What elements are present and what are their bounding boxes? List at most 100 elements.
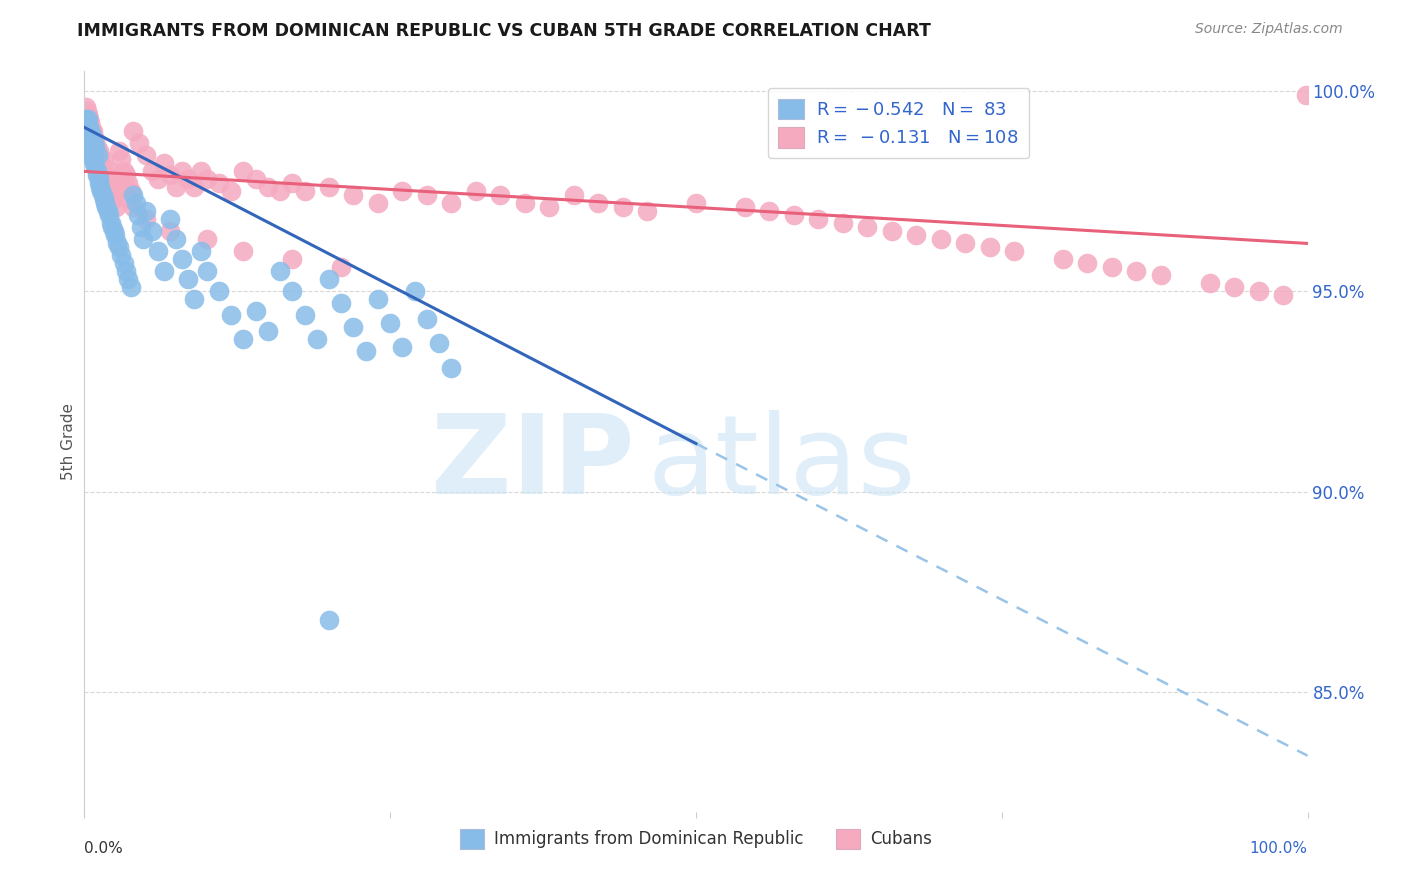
Point [141, 164, 163, 178]
Text: Source: ZipAtlas.com: Source: ZipAtlas.com [1195, 22, 1343, 37]
Point [807, 212, 830, 227]
Point [281, 285, 304, 299]
Point [87, 148, 110, 162]
Point [83, 136, 105, 151]
Point [120, 280, 142, 294]
Point [427, 336, 450, 351]
Point [76, 120, 98, 135]
Point [110, 248, 132, 262]
Point [84, 136, 107, 151]
Point [104, 172, 127, 186]
Point [110, 153, 132, 167]
Point [330, 260, 353, 275]
Point [82, 153, 104, 167]
Point [107, 240, 129, 254]
Point [77, 124, 100, 138]
Point [83, 132, 105, 146]
Point [165, 180, 187, 194]
Point [82, 124, 104, 138]
Point [91, 153, 114, 167]
Point [929, 232, 952, 246]
Point [232, 244, 254, 259]
Point [562, 188, 585, 202]
Point [77, 120, 100, 135]
Point [79, 116, 101, 130]
Point [87, 172, 110, 186]
Point [79, 116, 101, 130]
Point [159, 169, 181, 183]
Point [1295, 88, 1317, 103]
Point [979, 240, 1001, 254]
Point [190, 244, 212, 259]
Point [269, 185, 291, 199]
Point [153, 264, 176, 278]
Point [208, 177, 231, 191]
Point [513, 196, 536, 211]
Point [1125, 264, 1147, 278]
Point [77, 132, 100, 146]
Point [115, 169, 138, 183]
Point [232, 333, 254, 347]
Point [783, 209, 806, 223]
Point [122, 188, 145, 202]
Point [80, 145, 103, 159]
Point [97, 204, 120, 219]
Point [77, 108, 100, 122]
Point [318, 180, 340, 194]
Text: 0.0%: 0.0% [84, 841, 124, 856]
Point [128, 136, 150, 151]
Point [112, 164, 135, 178]
Point [380, 317, 402, 331]
Point [440, 360, 463, 375]
Point [831, 216, 853, 230]
Point [159, 224, 181, 238]
Point [342, 188, 364, 202]
Point [86, 145, 108, 159]
Point [1052, 252, 1074, 267]
Point [159, 212, 181, 227]
Point [122, 201, 145, 215]
Point [294, 185, 316, 199]
Point [115, 193, 138, 207]
Point [107, 145, 129, 159]
Legend: Immigrants from Dominican Republic, Cubans: Immigrants from Dominican Republic, Cuba… [454, 822, 938, 855]
Point [82, 148, 104, 162]
Point [120, 185, 142, 199]
Point [89, 153, 111, 167]
Point [100, 185, 122, 199]
Point [1076, 256, 1098, 270]
Point [97, 209, 120, 223]
Point [165, 232, 187, 246]
Point [96, 201, 118, 215]
Point [880, 224, 903, 238]
Point [90, 156, 112, 170]
Point [416, 188, 439, 202]
Point [83, 156, 105, 170]
Point [685, 196, 707, 211]
Point [87, 169, 110, 183]
Point [190, 164, 212, 178]
Point [87, 145, 110, 159]
Point [330, 296, 353, 310]
Point [281, 177, 304, 191]
Point [219, 309, 242, 323]
Point [464, 185, 486, 199]
Point [177, 272, 200, 286]
Point [86, 140, 108, 154]
Point [79, 140, 101, 154]
Point [245, 304, 267, 318]
Point [97, 164, 120, 178]
Point [172, 164, 194, 178]
Point [305, 333, 328, 347]
Point [318, 613, 340, 627]
Point [94, 196, 117, 211]
Point [100, 216, 122, 230]
Point [905, 228, 928, 243]
Point [125, 196, 148, 211]
Point [1223, 280, 1246, 294]
Point [83, 153, 105, 167]
Point [141, 224, 163, 238]
Point [734, 201, 756, 215]
Point [135, 148, 157, 162]
Point [93, 164, 115, 178]
